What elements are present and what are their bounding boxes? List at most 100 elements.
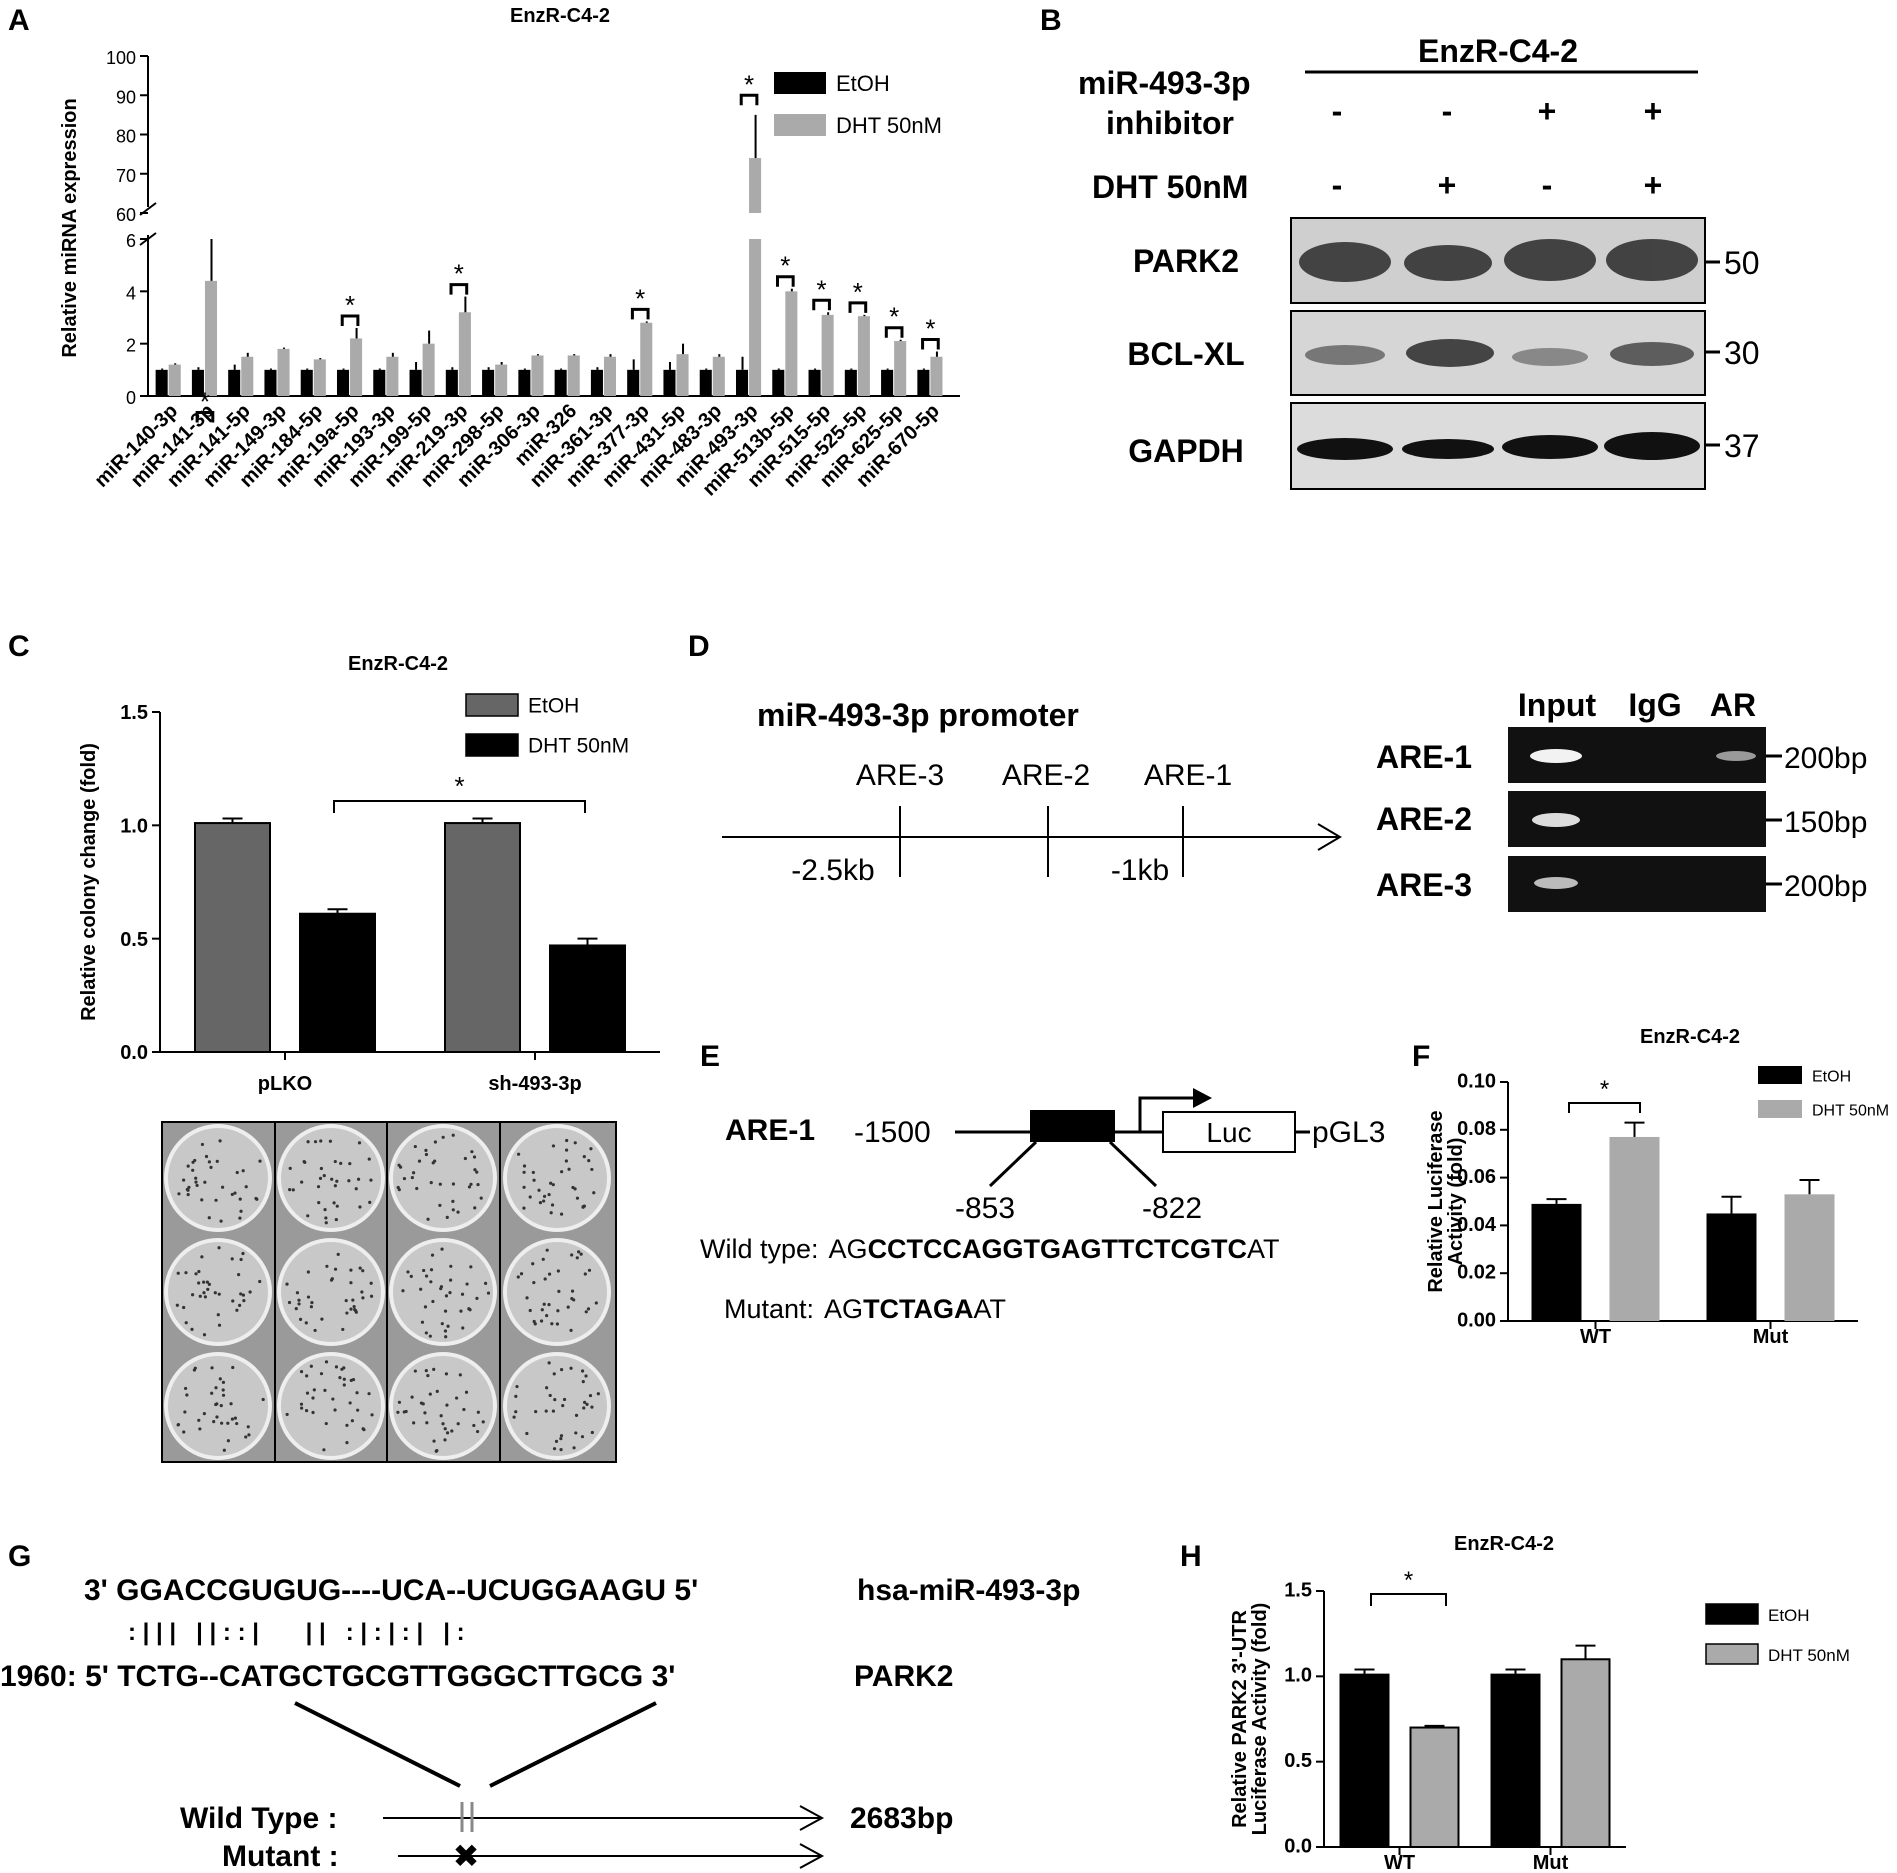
colony-dot bbox=[547, 1361, 551, 1365]
colony-dot bbox=[589, 1147, 593, 1151]
colony-dot bbox=[215, 1415, 219, 1419]
gel-col-input: Input bbox=[1518, 687, 1597, 723]
colony-dot bbox=[564, 1148, 569, 1152]
chart-h-legend-swatch bbox=[1705, 1643, 1759, 1665]
colony-dot bbox=[197, 1269, 201, 1274]
colony-dot bbox=[553, 1398, 557, 1402]
chart-a-sig-star: * bbox=[744, 69, 754, 99]
colony-dot bbox=[555, 1322, 560, 1326]
colony-dot bbox=[185, 1393, 189, 1397]
colony-dot bbox=[486, 1291, 491, 1295]
colony-dot bbox=[429, 1280, 433, 1284]
colony-dot bbox=[470, 1150, 474, 1154]
colony-dot bbox=[242, 1298, 246, 1303]
chart-a-ylabel: Relative miRNA expression bbox=[59, 98, 81, 357]
colony-dot bbox=[545, 1248, 549, 1252]
colony-well bbox=[389, 1238, 497, 1346]
are-box bbox=[1030, 1110, 1115, 1142]
colony-dot bbox=[316, 1185, 321, 1189]
colony-dot bbox=[429, 1181, 433, 1185]
colony-dot bbox=[357, 1141, 362, 1145]
chart-c-legend-label: EtOH bbox=[528, 695, 579, 718]
colony-dot bbox=[584, 1374, 588, 1378]
chart-a-sig-bracket bbox=[848, 301, 868, 313]
chart-a-bar bbox=[422, 343, 435, 396]
colony-dot bbox=[580, 1369, 585, 1373]
colony-dot bbox=[304, 1409, 309, 1413]
colony-dot bbox=[330, 1177, 334, 1181]
colony-dot bbox=[484, 1281, 488, 1285]
colony-dot bbox=[554, 1439, 559, 1444]
chart-f-ytick-label: 0.02 bbox=[1457, 1262, 1496, 1284]
chart-a-bar bbox=[735, 369, 749, 396]
colony-dot bbox=[190, 1293, 195, 1297]
colony-dot bbox=[195, 1183, 199, 1188]
chart-a-legend-label: EtOH bbox=[836, 71, 890, 96]
colony-dot bbox=[214, 1386, 218, 1390]
colony-dot bbox=[547, 1302, 551, 1307]
colony-dot bbox=[184, 1321, 188, 1325]
colony-dot bbox=[424, 1369, 428, 1373]
colony-dot bbox=[423, 1305, 428, 1309]
colony-dot bbox=[317, 1201, 321, 1205]
colony-dot bbox=[210, 1366, 214, 1370]
colony-dot bbox=[200, 1255, 204, 1259]
blot-label-park2: PARK2 bbox=[1133, 243, 1239, 279]
colony-dot bbox=[217, 1323, 222, 1327]
chart-a-bar bbox=[386, 356, 399, 396]
are-site-label: ARE-3 bbox=[856, 759, 944, 792]
colony-dot bbox=[469, 1265, 473, 1269]
colony-dot bbox=[334, 1217, 338, 1222]
are-site-label: ARE-2 bbox=[1002, 759, 1090, 792]
colony-dot bbox=[468, 1308, 472, 1312]
colony-dot bbox=[443, 1309, 448, 1313]
colony-dot bbox=[231, 1299, 235, 1303]
colony-dot bbox=[583, 1272, 587, 1276]
panel-b-western-blot: EnzR-C4-2 miR-493-3p inhibitor DHT 50nM … bbox=[1078, 33, 1760, 490]
chart-f-ytick-label: 0.10 bbox=[1457, 1070, 1496, 1092]
chart-f-legend-swatch bbox=[1758, 1066, 1802, 1084]
colony-dot bbox=[410, 1175, 414, 1180]
colony-dot bbox=[322, 1448, 326, 1452]
colony-dot bbox=[345, 1423, 349, 1427]
chart-h-ytick-label: 0.0 bbox=[1284, 1835, 1312, 1857]
chart-c-xtick-label: pLKO bbox=[258, 1073, 312, 1095]
colony-dot bbox=[439, 1285, 444, 1289]
chart-f-legend-label: EtOH bbox=[1812, 1068, 1851, 1085]
colony-dot bbox=[233, 1416, 238, 1420]
colony-dot bbox=[302, 1159, 306, 1164]
colony-dot bbox=[238, 1303, 242, 1307]
colony-dot bbox=[424, 1152, 429, 1157]
colony-dot bbox=[184, 1386, 188, 1391]
panel-b-row1-mark: + bbox=[1538, 93, 1557, 129]
colony-dot bbox=[528, 1195, 532, 1199]
chart-f-bar bbox=[1531, 1203, 1582, 1321]
colony-dot bbox=[445, 1431, 450, 1435]
colony-dot bbox=[319, 1166, 323, 1171]
colony-dot bbox=[396, 1410, 400, 1414]
colony-dot bbox=[309, 1305, 313, 1309]
colony-dot bbox=[441, 1135, 445, 1139]
chart-c-bar bbox=[194, 822, 271, 1053]
colony-dot bbox=[190, 1327, 194, 1331]
colony-dot bbox=[186, 1192, 190, 1197]
pairing-marks: : | | | | | : : | | | : | : | : | | : bbox=[128, 1619, 465, 1646]
colony-dot bbox=[287, 1300, 292, 1305]
colony-dot bbox=[218, 1377, 222, 1381]
colony-dot bbox=[444, 1335, 448, 1339]
colony-dot bbox=[438, 1182, 442, 1186]
colony-dot bbox=[311, 1410, 315, 1415]
colony-dot bbox=[348, 1401, 352, 1405]
colony-dot bbox=[306, 1214, 310, 1218]
colony-dot bbox=[285, 1282, 289, 1286]
colony-well bbox=[503, 1352, 611, 1460]
colony-well bbox=[277, 1352, 385, 1460]
colony-dot bbox=[587, 1268, 592, 1272]
colony-dot bbox=[551, 1144, 556, 1148]
colony-dot bbox=[191, 1168, 195, 1172]
colony-dot bbox=[244, 1185, 248, 1189]
chart-a-bar bbox=[155, 369, 168, 396]
panel-label-f: F bbox=[1412, 1040, 1430, 1073]
colony-dot bbox=[203, 1180, 207, 1184]
